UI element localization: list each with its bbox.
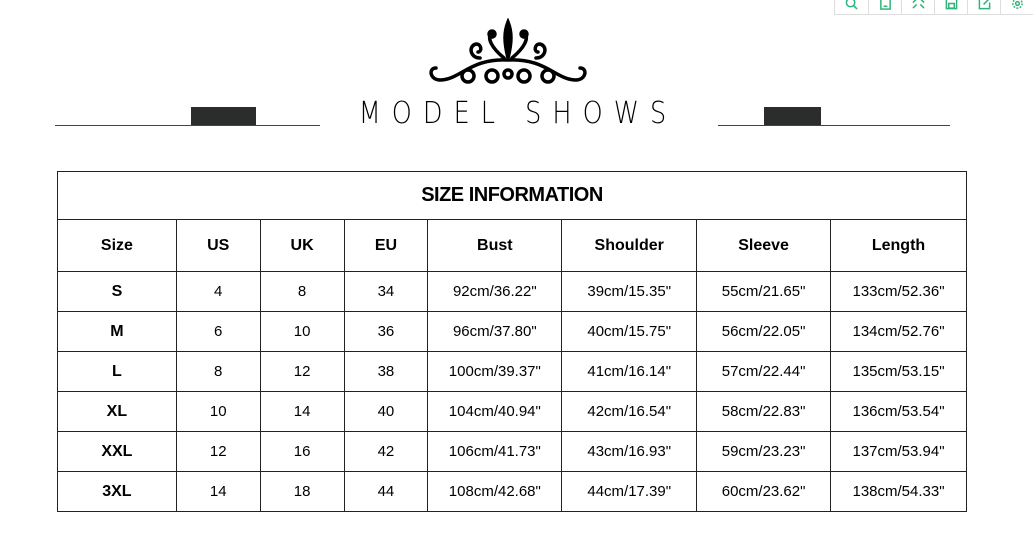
table-cell: 134cm/52.76": [830, 311, 967, 352]
decor-block-left: [191, 107, 256, 125]
table-cell: 38: [343, 351, 429, 392]
table-cell: 34: [343, 271, 429, 312]
size-table: SIZE INFORMATION Size US UK EU Bust Shoulder S…: [57, 171, 967, 512]
size-cell: M: [57, 311, 177, 352]
table-row: M 6 10 36 96cm/37.80" 40cm/15.75" 56cm/22.05" 1…: [57, 311, 967, 352]
table-cell: 57cm/22.44": [696, 351, 832, 392]
table-row: 3XL 14 18 44 108cm/42.68" 44cm/17.39" 60cm/23.…: [57, 471, 967, 512]
column-header: US: [175, 219, 261, 272]
image-toolbar: [834, 0, 1033, 15]
table-row: XXL 12 16 42 106cm/41.73" 43cm/16.93" 59cm/23.…: [57, 431, 967, 472]
table-cell: 10: [259, 311, 345, 352]
table-cell: 100cm/39.37": [427, 351, 563, 392]
expand-icon: [911, 0, 925, 9]
save-icon: [945, 0, 957, 10]
table-cell: 133cm/52.36": [830, 271, 967, 312]
share-button[interactable]: [967, 0, 1000, 14]
banner-heading: MODEL SHOWS: [358, 96, 678, 131]
table-cell: 106cm/41.73": [427, 431, 563, 472]
column-header: Bust: [427, 219, 563, 272]
table-cell: 135cm/53.15": [830, 351, 967, 392]
table-cell: 44cm/17.39": [561, 471, 698, 512]
table-cell: 60cm/23.62": [696, 471, 832, 512]
table-cell: 41cm/16.14": [561, 351, 698, 392]
table-cell: 58cm/22.83": [696, 391, 832, 432]
table-cell: 40: [343, 391, 429, 432]
column-header: Sleeve: [696, 219, 832, 272]
table-cell: 55cm/21.65": [696, 271, 832, 312]
column-header: Shoulder: [561, 219, 698, 272]
table-cell: 16: [259, 431, 345, 472]
table-cell: 104cm/40.94": [427, 391, 563, 432]
table-cell: 39cm/15.35": [561, 271, 698, 312]
table-cell: 137cm/53.94": [830, 431, 967, 472]
table-row: S 4 8 34 92cm/36.22" 39cm/15.35" 55cm/21.65" 13…: [57, 271, 967, 312]
table-cell: 92cm/36.22": [427, 271, 563, 312]
size-cell: S: [57, 271, 177, 312]
table-cell: 56cm/22.05": [696, 311, 832, 352]
table-cell: 14: [259, 391, 345, 432]
table-cell: 136cm/53.54": [830, 391, 967, 432]
table-cell: 42cm/16.54": [561, 391, 698, 432]
table-cell: 40cm/15.75": [561, 311, 698, 352]
tablet-icon: [879, 0, 891, 10]
gear-icon: [1011, 0, 1023, 9]
table-cell: 138cm/54.33": [830, 471, 967, 512]
table-cell: 14: [175, 471, 261, 512]
table-row: XL 10 14 40 104cm/40.94" 42cm/16.54" 58cm/22.8…: [57, 391, 967, 432]
table-cell: 12: [175, 431, 261, 472]
table-cell: 6: [175, 311, 261, 352]
size-cell: L: [57, 351, 177, 392]
search-icon: [845, 0, 858, 10]
column-header: Length: [830, 219, 967, 272]
column-header: EU: [343, 219, 429, 272]
table-cell: 4: [175, 271, 261, 312]
table-cell: 10: [175, 391, 261, 432]
settings-button[interactable]: [1000, 0, 1033, 14]
table-cell: 8: [259, 271, 345, 312]
ornament-logo: [429, 18, 587, 84]
size-cell: XL: [57, 391, 177, 432]
decor-block-right: [764, 107, 821, 125]
share-icon: [978, 0, 990, 10]
divider-left: [55, 125, 320, 126]
save-button[interactable]: [934, 0, 967, 14]
size-cell: 3XL: [57, 471, 177, 512]
column-header: Size: [57, 219, 177, 272]
divider-right: [718, 125, 950, 126]
size-cell: XXL: [57, 431, 177, 472]
table-cell: 36: [343, 311, 429, 352]
tablet-button[interactable]: [868, 0, 901, 14]
search-button[interactable]: [835, 0, 868, 14]
table-cell: 59cm/23.23": [696, 431, 832, 472]
table-cell: 108cm/42.68": [427, 471, 563, 512]
table-cell: 42: [343, 431, 429, 472]
expand-button[interactable]: [901, 0, 934, 14]
table-title: SIZE INFORMATION: [57, 171, 967, 220]
column-header: UK: [259, 219, 345, 272]
table-cell: 96cm/37.80": [427, 311, 563, 352]
table-cell: 43cm/16.93": [561, 431, 698, 472]
table-cell: 8: [175, 351, 261, 392]
table-cell: 44: [343, 471, 429, 512]
table-cell: 12: [259, 351, 345, 392]
table-row: L 8 12 38 100cm/39.37" 41cm/16.14" 57cm/22.44"…: [57, 351, 967, 392]
table-cell: 18: [259, 471, 345, 512]
